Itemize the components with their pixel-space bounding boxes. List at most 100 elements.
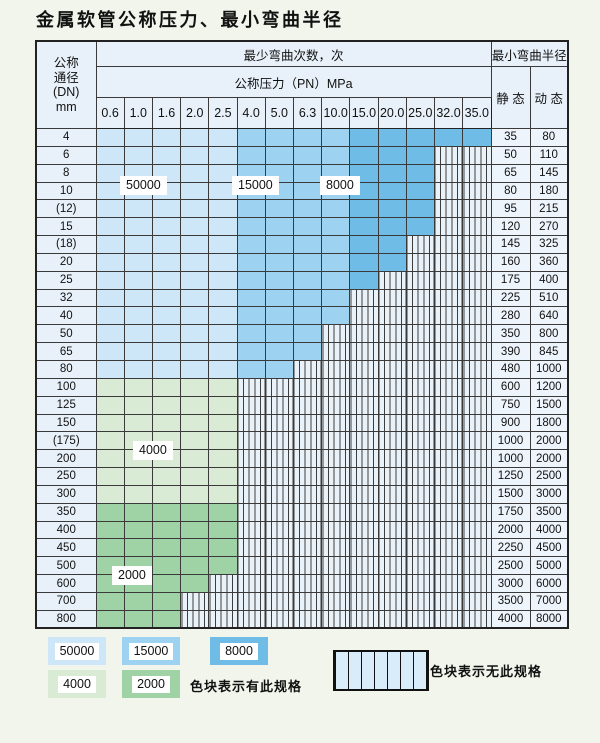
static-value-cell: 2000 [490, 520, 531, 540]
dynamic-value-cell: 640 [529, 306, 569, 326]
dn-cell: (175) [35, 431, 97, 451]
grid-cell-available [180, 270, 210, 290]
grid-cell-available [95, 359, 125, 379]
grid-cell-unavailable [433, 467, 464, 486]
table-row: 4 35 80 [35, 128, 569, 147]
legend-swatch-4000: 4000 [48, 670, 106, 698]
legend-swatch-label: 2000 [132, 675, 170, 693]
dynamic-value-cell: 2500 [529, 467, 569, 486]
dynamic-value-cell: 325 [529, 235, 569, 254]
grid-cell-unavailable [264, 484, 294, 504]
dn-cell: 600 [35, 574, 97, 593]
grid-cell-available [151, 235, 182, 254]
grid-cell-available [321, 252, 351, 272]
grid-cell-unavailable [321, 413, 351, 433]
table-row: 80 480 1000 [35, 359, 569, 379]
grid-cell-available [264, 252, 294, 272]
grid-cell-unavailable [377, 306, 407, 326]
grid-cell-unavailable [405, 538, 435, 558]
grid-cell-unavailable [405, 342, 435, 361]
grid-cell-available [236, 145, 266, 165]
static-value-cell: 750 [490, 395, 531, 415]
grid-cell-available [123, 538, 153, 558]
grid-cell-unavailable [349, 306, 379, 326]
grid-cell-available [180, 413, 210, 433]
grid-cell-unavailable [321, 342, 351, 361]
grid-cell-available [151, 288, 182, 308]
static-value-cell: 175 [490, 270, 531, 290]
grid-cell-available [349, 270, 379, 290]
grid-cell-unavailable [433, 377, 464, 397]
static-value-cell: 1000 [490, 431, 531, 451]
grid-cell-available [151, 306, 182, 326]
grid-cell-unavailable [321, 538, 351, 558]
grid-cell-unavailable [264, 449, 294, 469]
header-row-2: 公称压力（PN）MPa 静 态 动 态 [36, 66, 569, 129]
grid-cell-available [180, 377, 210, 397]
legend-swatch-8000: 8000 [210, 637, 268, 665]
region-label-15000: 15000 [232, 176, 279, 195]
dynamic-value-cell: 2000 [529, 449, 569, 469]
grid-cell-available [208, 431, 238, 451]
dn-cell: (12) [35, 199, 97, 219]
static-value-cell: 80 [490, 181, 531, 201]
grid-cell-available [151, 128, 182, 147]
dn-cell: 6 [35, 145, 97, 165]
pressure-header-cell: 6.3 [292, 97, 323, 129]
grid-cell-available [264, 235, 294, 254]
dynamic-value-cell: 80 [529, 128, 569, 147]
static-value-cell: 1750 [490, 502, 531, 522]
static-value-cell: 390 [490, 342, 531, 361]
grid-cell-available [123, 395, 153, 415]
grid-cell-available [95, 181, 125, 201]
grid-cell-unavailable [462, 252, 492, 272]
grid-cell-available [236, 235, 266, 254]
grid-cell-unavailable [433, 413, 464, 433]
grid-cell-unavailable [433, 395, 464, 415]
dn-cell: 350 [35, 502, 97, 522]
grid-cell-unavailable [405, 502, 435, 522]
grid-cell-available [292, 181, 323, 201]
grid-cell-unavailable [349, 359, 379, 379]
grid-cell-unavailable [462, 324, 492, 344]
pressure-header-cell: 1.6 [151, 97, 182, 129]
grid-cell-unavailable [433, 609, 464, 629]
grid-cell-unavailable [264, 395, 294, 415]
grid-cell-unavailable [349, 288, 379, 308]
dynamic-value-cell: 8000 [529, 609, 569, 629]
grid-cell-available [292, 128, 323, 147]
grid-cell-available [349, 217, 379, 237]
grid-cell-unavailable [349, 431, 379, 451]
grid-cell-available [236, 342, 266, 361]
dynamic-value-cell: 510 [529, 288, 569, 308]
grid-cell-available [180, 324, 210, 344]
legend-available-text: 色块表示有此规格 [190, 679, 303, 694]
grid-cell-available [180, 342, 210, 361]
grid-cell-available [151, 574, 182, 593]
legend-swatch-2000: 2000 [122, 670, 180, 698]
dynamic-value-cell: 3000 [529, 484, 569, 504]
grid-cell-unavailable [349, 574, 379, 593]
grid-cell-unavailable [433, 288, 464, 308]
grid-cell-unavailable [264, 520, 294, 540]
grid-cell-available [151, 413, 182, 433]
grid-cell-unavailable [264, 467, 294, 486]
grid-cell-available [377, 235, 407, 254]
grid-cell-unavailable [264, 502, 294, 522]
grid-cell-available [95, 128, 125, 147]
grid-cell-unavailable [236, 431, 266, 451]
grid-cell-available [377, 252, 407, 272]
dn-cell: 25 [35, 270, 97, 290]
table-row: 500 2500 5000 [35, 556, 569, 576]
grid-cell-available [180, 395, 210, 415]
grid-cell-unavailable [462, 306, 492, 326]
table-row: (12) 95 215 [35, 199, 569, 219]
grid-cell-available [349, 252, 379, 272]
grid-cell-unavailable [377, 502, 407, 522]
static-value-cell: 120 [490, 217, 531, 237]
grid-cell-available [123, 359, 153, 379]
grid-cell-unavailable [208, 574, 238, 593]
grid-cell-unavailable [208, 609, 238, 629]
grid-cell-unavailable [321, 359, 351, 379]
pressure-header-cell: 1.0 [123, 97, 153, 129]
